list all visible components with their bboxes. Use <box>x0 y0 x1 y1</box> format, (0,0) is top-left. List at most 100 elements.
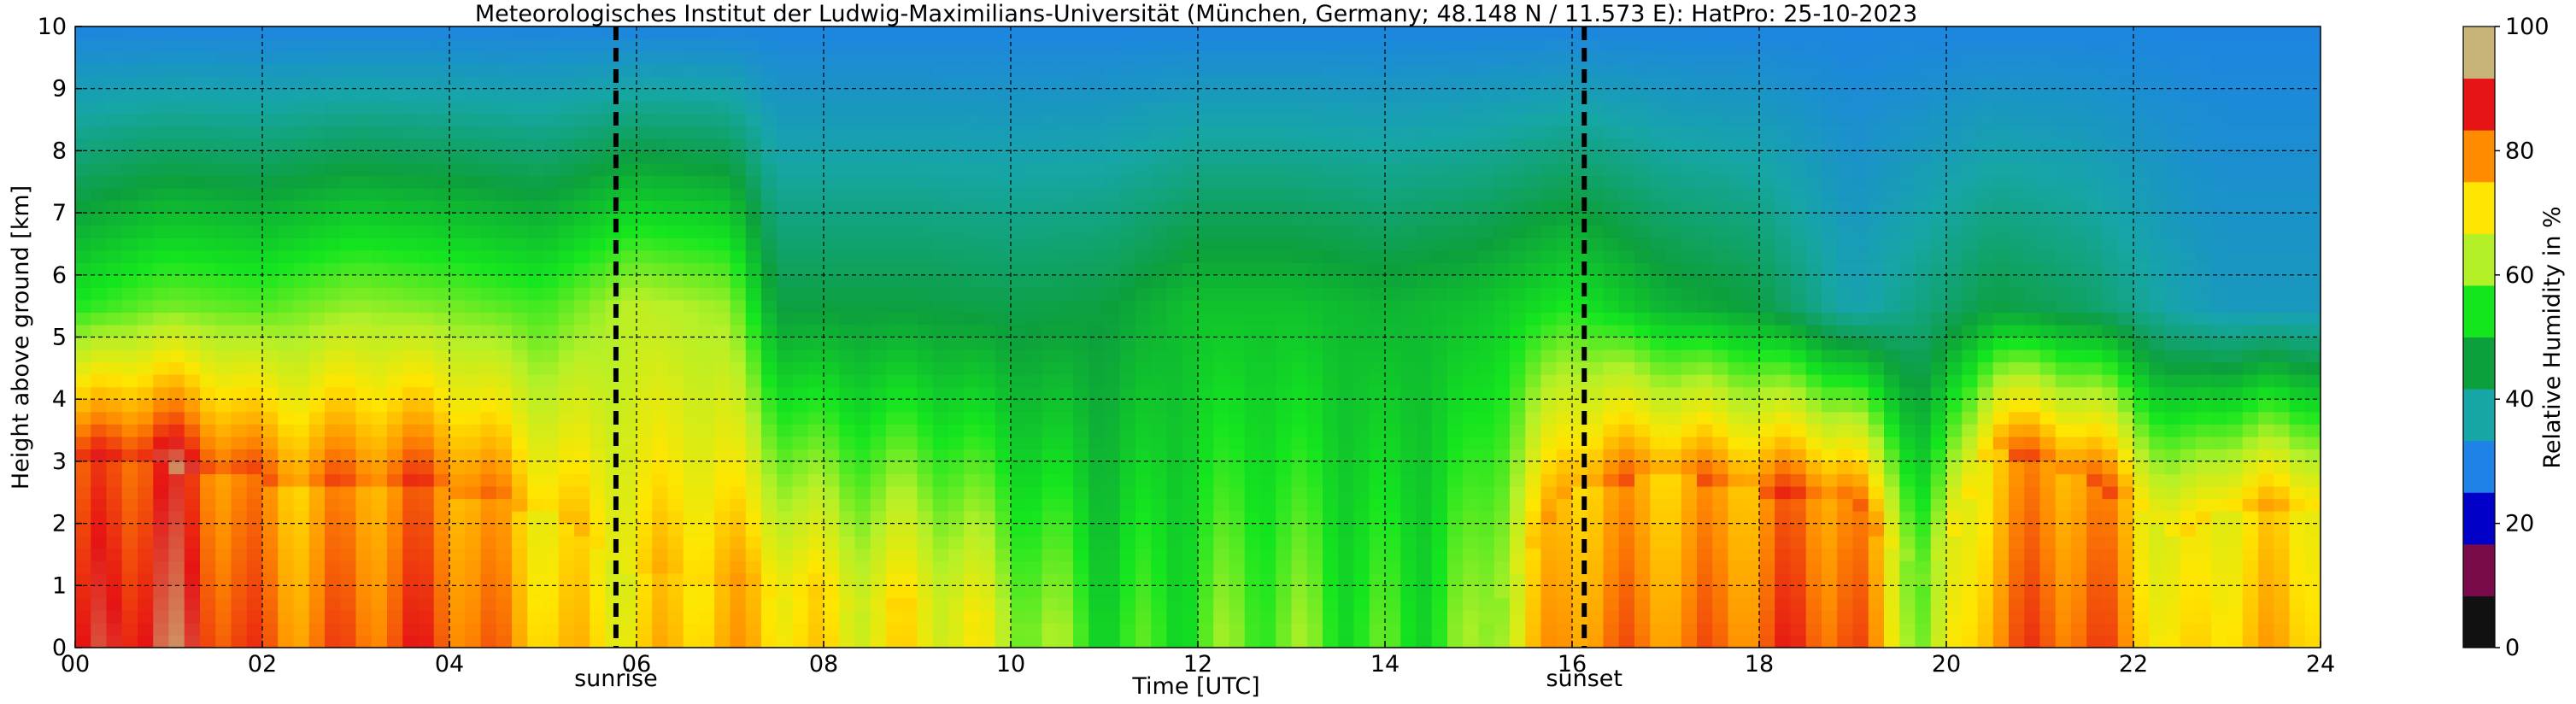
heatmap-cell <box>652 249 669 263</box>
heatmap-cell <box>1182 511 1199 525</box>
heatmap-cell <box>75 312 91 326</box>
heatmap-cell <box>1073 485 1089 500</box>
heatmap-cell <box>667 560 684 574</box>
heatmap-cell <box>901 610 918 624</box>
heatmap-cell <box>637 225 653 238</box>
heatmap-cell <box>449 473 466 487</box>
heatmap-cell <box>792 26 809 40</box>
heatmap-cell <box>168 485 185 500</box>
heatmap-cell <box>121 349 138 363</box>
heatmap-cell <box>1510 213 1526 226</box>
heatmap-cell <box>1525 461 1542 475</box>
heatmap-cell <box>1400 38 1417 52</box>
heatmap-cell <box>308 213 326 226</box>
heatmap-cell <box>75 361 91 375</box>
heatmap-cell <box>1198 498 1214 512</box>
heatmap-cell <box>1042 188 1059 202</box>
heatmap-cell <box>371 424 388 437</box>
heatmap-cell <box>527 548 544 561</box>
heatmap-cell <box>714 262 731 276</box>
heatmap-cell <box>1182 126 1199 139</box>
heatmap-cell <box>1493 449 1511 462</box>
heatmap-cell <box>1603 162 1620 177</box>
heatmap-cell <box>75 26 91 40</box>
heatmap-cell <box>1603 287 1620 301</box>
heatmap-cell <box>1291 436 1308 449</box>
heatmap-cell <box>402 461 420 475</box>
heatmap-cell <box>1556 26 1573 40</box>
heatmap-cell <box>839 101 856 114</box>
heatmap-cell <box>138 473 154 487</box>
heatmap-cell <box>1135 26 1152 40</box>
heatmap-cell <box>465 511 482 525</box>
heatmap-cell <box>1431 162 1448 177</box>
heatmap-cell <box>496 622 513 637</box>
heatmap-cell <box>948 449 965 462</box>
heatmap-cell <box>1338 498 1355 512</box>
heatmap-cell <box>995 523 1012 537</box>
heatmap-cell <box>1198 485 1214 500</box>
heatmap-cell <box>153 374 170 388</box>
heatmap-cell <box>1104 274 1121 288</box>
heatmap-cell <box>979 287 996 301</box>
heatmap-cell <box>730 635 747 648</box>
heatmap-cell <box>138 274 154 288</box>
heatmap-cell <box>418 361 435 375</box>
heatmap-cell <box>574 88 590 102</box>
heatmap-cell <box>1166 262 1183 276</box>
heatmap-cell <box>1151 262 1168 276</box>
heatmap-cell <box>433 238 450 251</box>
heatmap-cell <box>246 76 263 90</box>
heatmap-cell <box>699 113 715 126</box>
heatmap-cell <box>1353 38 1370 52</box>
heatmap-cell <box>558 473 575 487</box>
heatmap-cell <box>1369 274 1386 288</box>
heatmap-cell <box>901 274 918 288</box>
heatmap-cell <box>433 175 450 189</box>
heatmap-cell <box>574 238 590 251</box>
heatmap-cell <box>1463 299 1480 314</box>
heatmap-cell <box>1042 26 1059 40</box>
heatmap-cell <box>543 523 560 537</box>
heatmap-cell <box>948 536 965 549</box>
heatmap-cell <box>870 238 887 251</box>
heatmap-cell <box>138 597 154 611</box>
heatmap-cell <box>512 511 528 525</box>
heatmap-cell <box>1431 548 1448 561</box>
heatmap-cell <box>512 585 528 599</box>
heatmap-cell <box>1151 101 1168 114</box>
heatmap-cell <box>667 337 684 350</box>
heatmap-cell <box>652 523 669 537</box>
heatmap-cell <box>153 287 170 301</box>
heatmap-cell <box>527 150 544 164</box>
heatmap-cell <box>777 449 794 462</box>
heatmap-cell <box>948 274 965 288</box>
heatmap-cell <box>246 175 263 189</box>
heatmap-cell <box>870 374 887 388</box>
heatmap-cell <box>1119 610 1136 624</box>
heatmap-cell <box>355 225 373 238</box>
heatmap-cell <box>1151 485 1168 500</box>
heatmap-cell <box>667 162 684 177</box>
heatmap-cell <box>886 26 902 40</box>
heatmap-cell <box>1057 523 1074 537</box>
heatmap-cell <box>91 138 108 151</box>
heatmap-cell <box>496 498 513 512</box>
heatmap-cell <box>1353 361 1370 375</box>
heatmap-cell <box>870 585 887 599</box>
heatmap-cell <box>777 324 794 338</box>
heatmap-cell <box>745 287 762 301</box>
heatmap-cell <box>1478 337 1495 350</box>
heatmap-cell <box>138 523 154 537</box>
heatmap-cell <box>839 26 856 40</box>
heatmap-cell <box>979 188 996 202</box>
heatmap-cell <box>1182 63 1199 77</box>
heatmap-cell <box>1057 349 1074 363</box>
heatmap-cell <box>870 101 887 114</box>
heatmap-cell <box>1323 498 1339 512</box>
heatmap-cell <box>901 225 918 238</box>
heatmap-cell <box>714 349 731 363</box>
heatmap-cell <box>777 560 794 574</box>
heatmap-cell <box>1416 249 1433 263</box>
heatmap-cell <box>1057 361 1074 375</box>
